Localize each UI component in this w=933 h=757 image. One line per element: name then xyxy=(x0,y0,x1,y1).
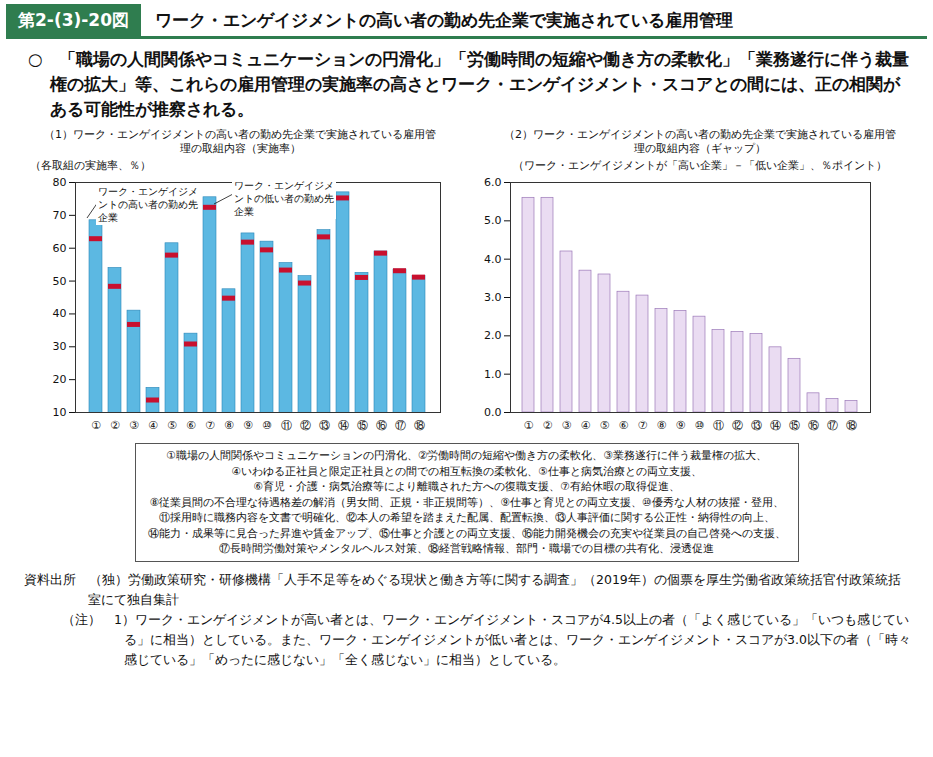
html-text:（注） 1）ワーク・エンゲイジメントが高い者とは、ワーク・エ: （注） 1）ワーク・エンゲイジメントが高い者とは、ワーク・エンゲイジメント・スコ… xyxy=(62,611,911,667)
html-text:⑥育児・介護・病気治療等により離職された方への復職支援、⑦有: ⑥育児・介護・病気治療等により離職された方への復職支援、⑦有給休暇の取得促進、 xyxy=(253,480,680,493)
svg-text:⑪: ⑪ xyxy=(713,419,724,432)
svg-text:30: 30 xyxy=(53,340,67,353)
svg-text:⑩: ⑩ xyxy=(695,419,705,432)
svg-text:②: ② xyxy=(110,419,120,432)
html-text:⑪採用時に職務内容を文書で明確化、⑫本人の希望を踏まえた配属: ⑪採用時に職務内容を文書で明確化、⑫本人の希望を踏まえた配属、配置転換、⑬人事評… xyxy=(158,511,775,524)
svg-text:10: 10 xyxy=(53,406,67,419)
svg-text:3.0: 3.0 xyxy=(484,291,502,304)
svg-text:③: ③ xyxy=(562,419,572,432)
svg-text:5.0: 5.0 xyxy=(484,214,502,227)
html-text:（1）ワーク・エンゲイジメントの高い者の勤め先企業で実施され: （1）ワーク・エンゲイジメントの高い者の勤め先企業で実施されている雇用管理の取組… xyxy=(44,128,436,155)
html-text:ワーク・エンゲイジメントの高い者の勤め先企業: ワーク・エンゲイジメントの高い者の勤め先企業 xyxy=(98,186,198,223)
svg-text:20: 20 xyxy=(53,373,67,386)
svg-text:⑫: ⑫ xyxy=(300,419,311,432)
svg-text:50: 50 xyxy=(53,275,67,288)
svg-text:⑮: ⑮ xyxy=(357,419,368,432)
svg-text:⑦: ⑦ xyxy=(205,419,215,432)
svg-text:⑥: ⑥ xyxy=(186,419,196,432)
html-text:（各取組の実施率、％）: （各取組の実施率、％） xyxy=(30,159,151,171)
html-text:⑭能力・成果等に見合った昇進や賃金アップ、⑮仕事と介護との両: ⑭能力・成果等に見合った昇進や賃金アップ、⑮仕事と介護との両立支援、⑯能力開発機… xyxy=(147,526,786,540)
svg-text:⑬: ⑬ xyxy=(751,419,762,432)
svg-text:⑭: ⑭ xyxy=(770,419,781,432)
svg-text:⑯: ⑯ xyxy=(376,419,387,432)
svg-text:2.0: 2.0 xyxy=(484,329,502,342)
svg-text:⑱: ⑱ xyxy=(846,419,857,432)
svg-text:①: ① xyxy=(91,419,101,432)
html-text:①職場の人間関係やコミュニケーションの円滑化、②労働時間の短: ①職場の人間関係やコミュニケーションの円滑化、②労働時間の短縮や働き方の柔軟化、… xyxy=(166,449,767,462)
svg-text:⑯: ⑯ xyxy=(808,419,819,432)
svg-text:⑥: ⑥ xyxy=(619,419,629,432)
svg-text:70: 70 xyxy=(53,209,67,222)
svg-text:④: ④ xyxy=(148,419,158,432)
svg-text:1.0: 1.0 xyxy=(484,368,502,381)
svg-text:⑩: ⑩ xyxy=(262,419,272,432)
svg-text:⑮: ⑮ xyxy=(789,419,800,432)
html-text:⑰長時間労働対策やメンタルヘルス対策、⑱経営戦略情報、部門・: ⑰長時間労働対策やメンタルヘルス対策、⑱経営戦略情報、部門・職場での目標の共有化… xyxy=(219,542,714,555)
svg-text:⑦: ⑦ xyxy=(638,419,648,432)
html-text:（2）ワーク・エンゲイジメントの高い者の勤め先企業で実施され: （2）ワーク・エンゲイジメントの高い者の勤め先企業で実施されている雇用管理の取組… xyxy=(504,128,896,155)
svg-text:④: ④ xyxy=(581,419,591,432)
svg-text:⑧: ⑧ xyxy=(657,419,667,432)
svg-text:80: 80 xyxy=(53,176,67,189)
html-text:ワーク・エンゲイジメントの低い者の勤め先企業: ワーク・エンゲイジメントの低い者の勤め先企業 xyxy=(234,180,334,217)
svg-text:⑧: ⑧ xyxy=(224,419,234,432)
svg-text:4.0: 4.0 xyxy=(484,253,502,266)
svg-text:60: 60 xyxy=(53,242,67,255)
html-text:④いわゆる正社員と限定正社員との間での相互転換の柔軟化、⑤仕: ④いわゆる正社員と限定正社員との間での相互転換の柔軟化、⑤仕事と病気治療との両立… xyxy=(231,464,702,478)
html-text:資料出所 （独）労働政策研究・研修機構「人手不足等をめぐる現: 資料出所 （独）労働政策研究・研修機構「人手不足等をめぐる現状と働き方等に関する… xyxy=(24,571,901,607)
html-text:第2-(3)-20図: 第2-(3)-20図 xyxy=(18,9,129,30)
html-text:○ 「職場の人間関係やコミュニケーションの円滑化」「労働時間: ○ 「職場の人間関係やコミュニケーションの円滑化」「労働時間の短縮や働き方の柔軟… xyxy=(28,50,910,119)
svg-text:⑤: ⑤ xyxy=(600,419,610,432)
html-text:⑧従業員間の不合理な待遇格差の解消（男女間、正規・非正規間等: ⑧従業員間の不合理な待遇格差の解消（男女間、正規・非正規間等）、⑨仕事と育児との… xyxy=(149,495,784,509)
html-text:ワーク・エンゲイジメントの高い者の勤め先企業で実施されている: ワーク・エンゲイジメントの高い者の勤め先企業で実施されている雇用管理 xyxy=(155,9,733,30)
html-text:（ワーク・エンゲイジメントが「高い企業」－「低い企業」、％ポ: （ワーク・エンゲイジメントが「高い企業」－「低い企業」、％ポイント） xyxy=(513,159,887,171)
svg-text:③: ③ xyxy=(129,419,139,432)
svg-text:⑰: ⑰ xyxy=(827,419,838,432)
svg-text:②: ② xyxy=(543,419,553,432)
svg-text:⑨: ⑨ xyxy=(243,419,253,432)
svg-text:①: ① xyxy=(524,419,534,432)
svg-text:⑫: ⑫ xyxy=(732,419,743,432)
svg-text:0.0: 0.0 xyxy=(484,406,502,419)
svg-text:⑱: ⑱ xyxy=(414,419,425,432)
svg-text:⑨: ⑨ xyxy=(676,419,686,432)
svg-text:40: 40 xyxy=(53,307,67,320)
svg-text:⑬: ⑬ xyxy=(319,419,330,432)
svg-text:⑰: ⑰ xyxy=(395,419,406,432)
svg-text:⑭: ⑭ xyxy=(338,419,349,432)
svg-text:⑤: ⑤ xyxy=(167,419,177,432)
svg-text:6.0: 6.0 xyxy=(484,176,502,189)
svg-text:⑪: ⑪ xyxy=(281,419,292,432)
